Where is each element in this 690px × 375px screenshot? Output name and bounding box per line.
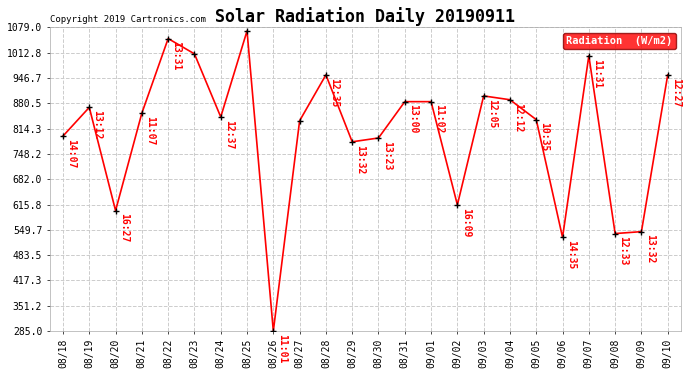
Text: 10:35: 10:35 (540, 122, 550, 152)
Text: 13:12: 13:12 (92, 110, 103, 140)
Text: 14:07: 14:07 (66, 139, 77, 168)
Text: 11:02: 11:02 (435, 104, 444, 134)
Text: 12:27: 12:27 (671, 78, 681, 107)
Text: 16:09: 16:09 (461, 208, 471, 237)
Text: 13:32: 13:32 (355, 145, 366, 174)
Text: 11:07: 11:07 (145, 116, 155, 145)
Text: 13:31: 13:31 (172, 41, 181, 71)
Text: 13:32: 13:32 (644, 234, 655, 264)
Title: Solar Radiation Daily 20190911: Solar Radiation Daily 20190911 (215, 7, 515, 26)
Legend: Radiation  (W/m2): Radiation (W/m2) (563, 33, 676, 49)
Text: 13:23: 13:23 (382, 141, 392, 170)
Text: 12:37: 12:37 (224, 120, 234, 149)
Text: 12:12: 12:12 (513, 102, 523, 132)
Text: 14:35: 14:35 (566, 240, 576, 270)
Text: 12:33: 12:33 (618, 236, 629, 266)
Text: 12:35: 12:35 (329, 78, 339, 107)
Text: Copyright 2019 Cartronics.com: Copyright 2019 Cartronics.com (50, 15, 206, 24)
Text: 12:05: 12:05 (487, 99, 497, 128)
Text: 11:31: 11:31 (592, 58, 602, 88)
Text: 11:01: 11:01 (277, 334, 286, 363)
Text: 16:27: 16:27 (119, 213, 129, 243)
Text: 13:00: 13:00 (408, 104, 418, 134)
